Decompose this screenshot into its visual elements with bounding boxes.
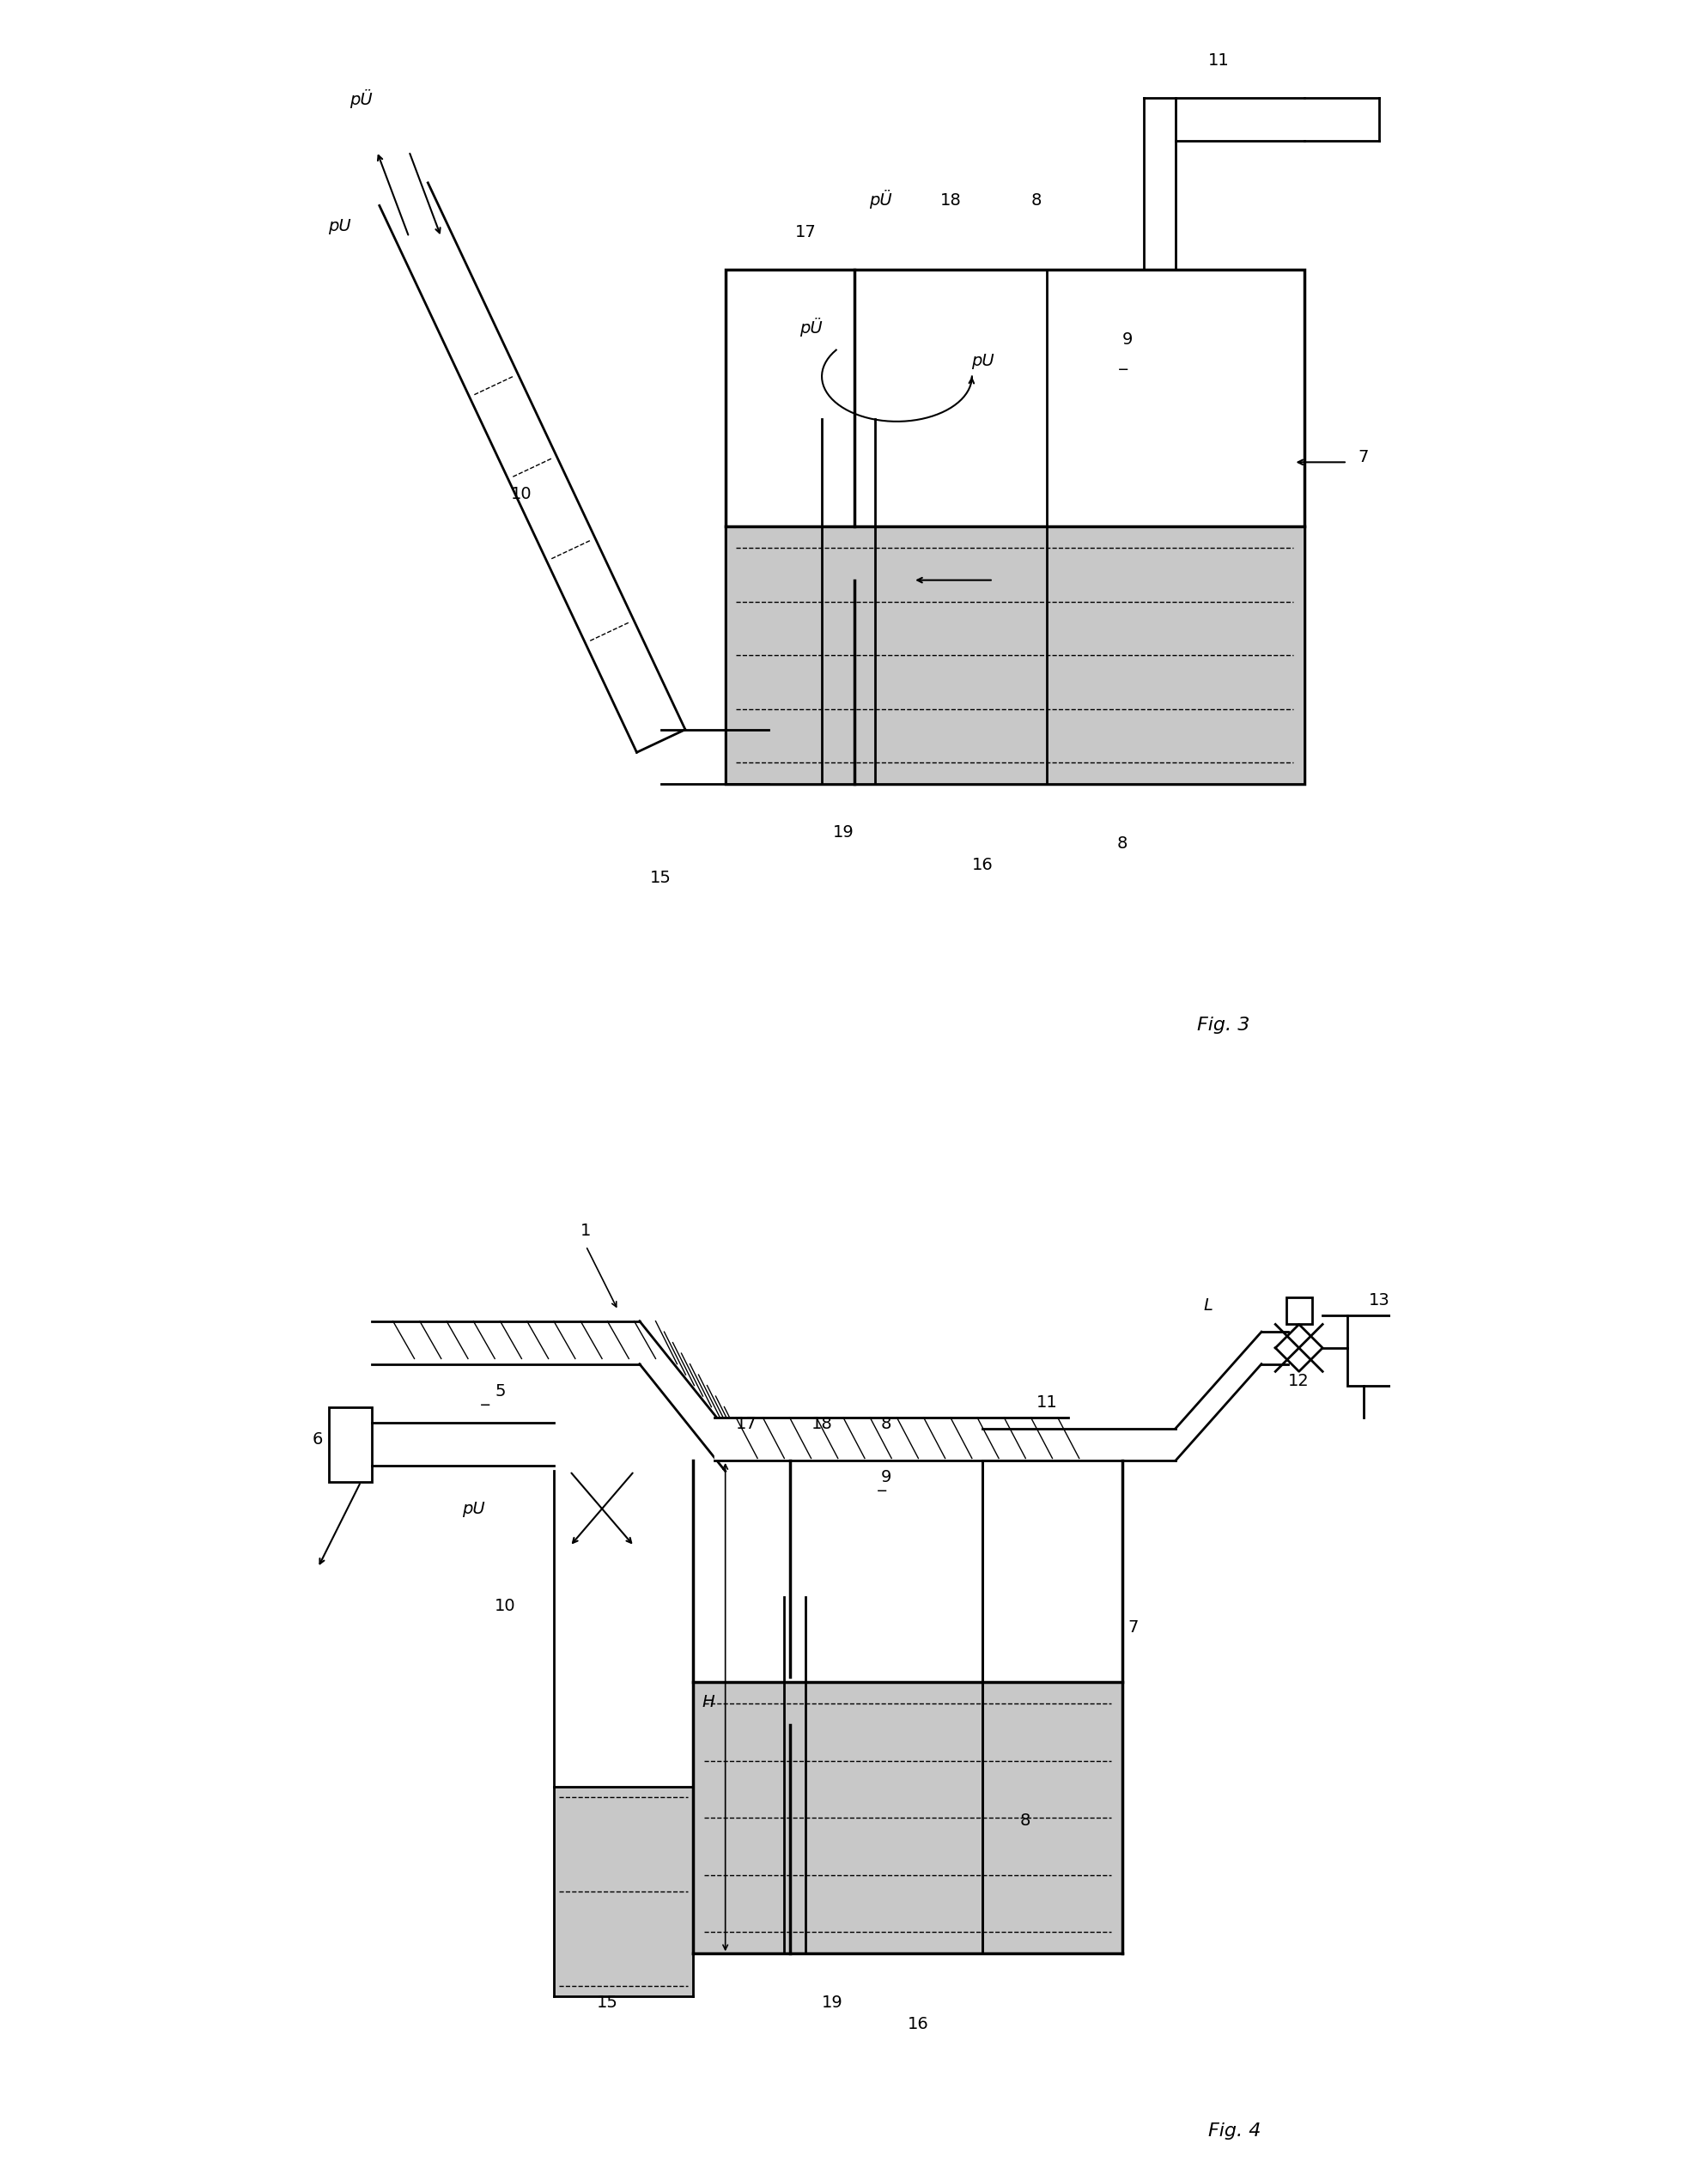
Text: 5: 5 [495,1384,506,1400]
Text: 8: 8 [1020,1812,1032,1829]
Text: pÜ: pÜ [799,318,823,338]
Text: 17: 17 [796,225,816,240]
Text: H: H [702,1694,714,1711]
Text: 12: 12 [1288,1373,1310,1389]
Text: 9: 9 [1122,331,1132,349]
Text: 18: 18 [939,192,962,209]
Text: 17: 17 [736,1415,757,1432]
Polygon shape [693,1683,1122,1953]
Polygon shape [553,1785,693,1997]
Text: pU: pU [972,353,994,368]
Text: 16: 16 [972,857,994,872]
Text: 7: 7 [1127,1620,1138,1635]
Text: 15: 15 [596,1995,618,2010]
Bar [1286,1297,1312,1323]
Text: 10: 10 [495,1598,516,1613]
Text: pÜ: pÜ [869,190,892,209]
Text: 11: 11 [1208,52,1230,70]
Text: 19: 19 [822,1995,844,2010]
Text: pÜ: pÜ [350,89,372,109]
Text: 9: 9 [881,1469,892,1485]
Text: Fig. 4: Fig. 4 [1208,2121,1261,2139]
Text: 18: 18 [811,1415,832,1432]
Text: 1: 1 [581,1223,591,1238]
Text: 7: 7 [1358,449,1368,467]
Polygon shape [726,528,1305,785]
Text: 8: 8 [881,1415,892,1432]
Text: L: L [1202,1297,1213,1315]
Bar [328,1406,371,1482]
Text: 11: 11 [1037,1393,1057,1410]
Text: pU: pU [328,218,350,235]
Text: 8: 8 [1117,835,1127,852]
Text: 8: 8 [1032,192,1042,209]
Text: 16: 16 [907,2017,929,2032]
Text: 6: 6 [313,1432,323,1448]
Text: 19: 19 [834,824,854,841]
Text: pU: pU [461,1502,485,1517]
Bar [1348,1317,1411,1386]
Text: Fig. 3: Fig. 3 [1197,1016,1250,1033]
Text: 10: 10 [511,486,533,504]
Text: 13: 13 [1368,1293,1390,1308]
Text: 15: 15 [651,870,671,885]
